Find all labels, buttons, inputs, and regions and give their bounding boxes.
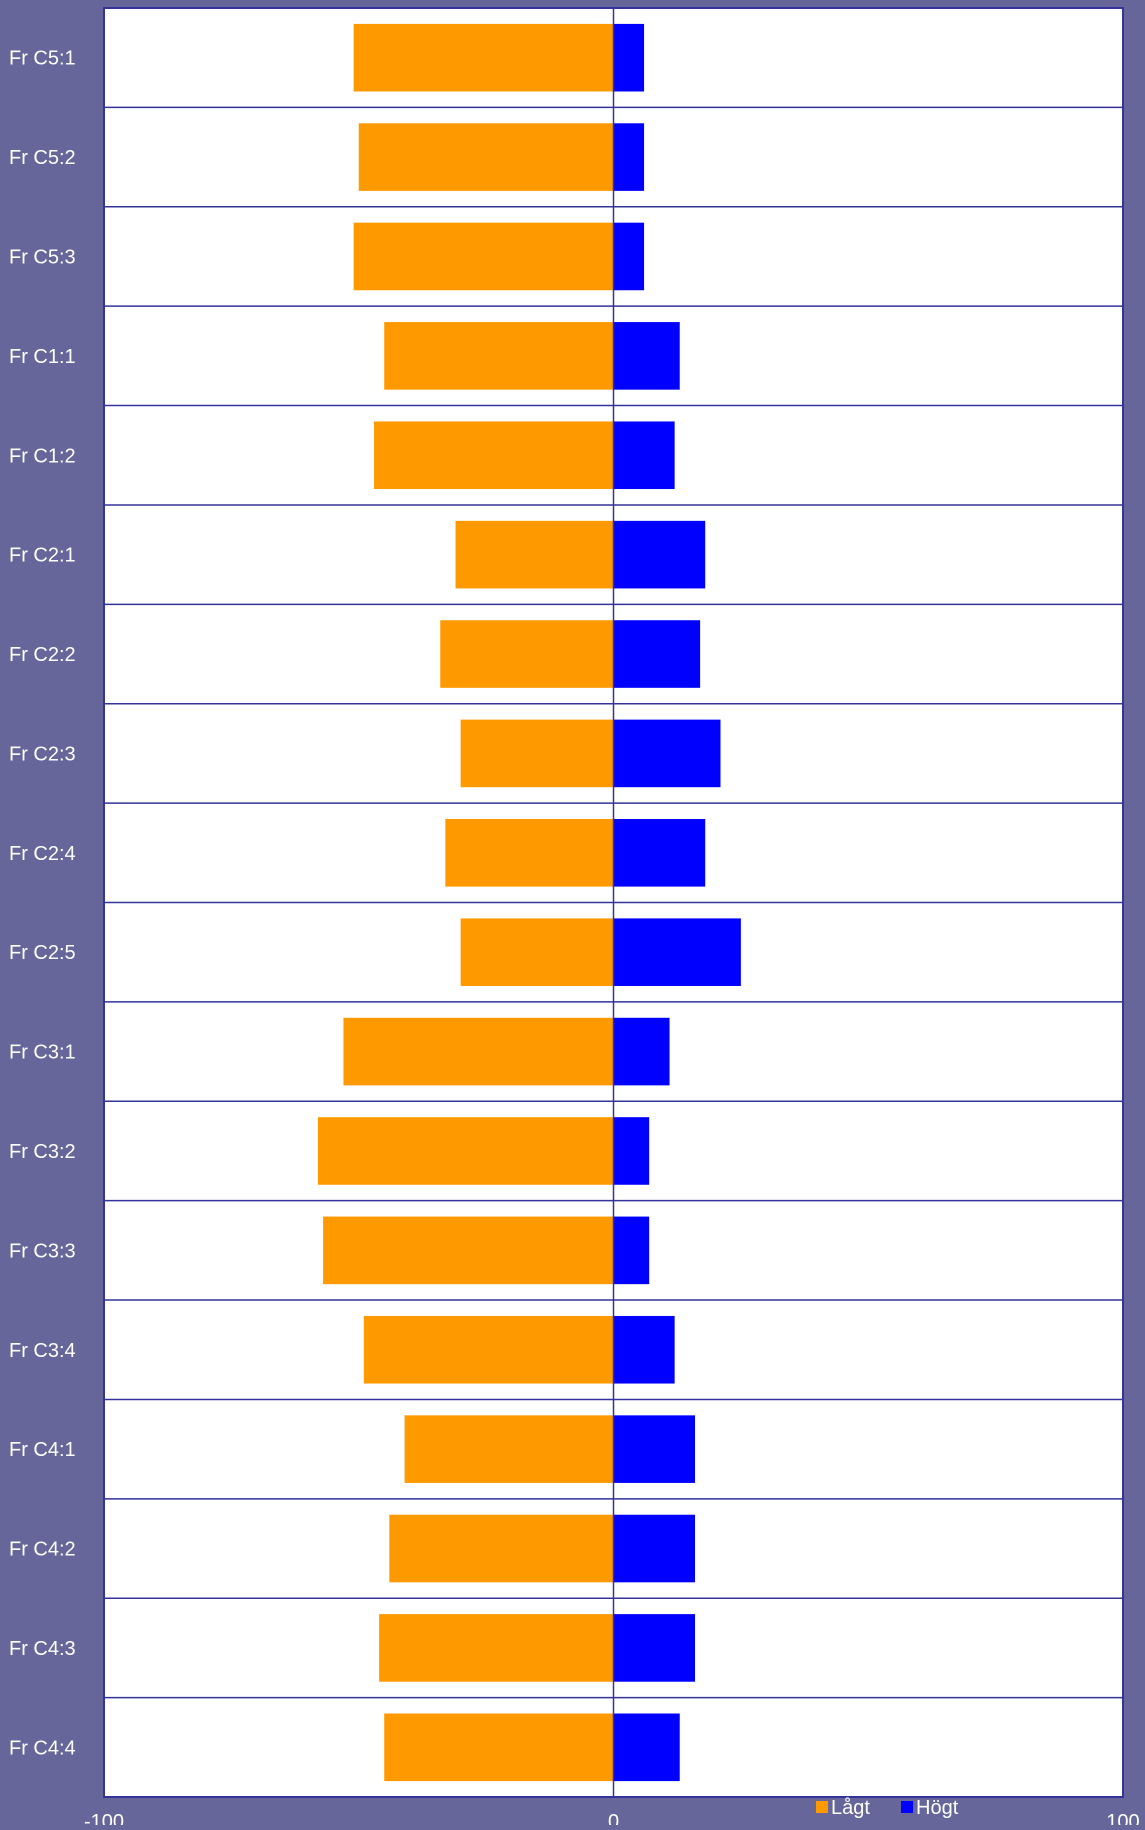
category-label: Fr C5:3 [9,246,76,268]
x-axis-tick-labels: -100 0 100 [84,1811,1140,1830]
bar-lagt [460,918,614,986]
bar-hogt [613,719,721,788]
bar-lagt [384,1713,614,1782]
bar-hogt [613,322,680,390]
bar-hogt [613,1514,696,1583]
legend-label: Högt [916,1797,959,1819]
bar-lagt [460,719,614,788]
bar-lagt [353,23,614,92]
x-tick-label: 0 [608,1811,619,1825]
bar-hogt [613,620,701,688]
bar-lagt [379,1614,614,1682]
category-label: Fr C2:2 [9,644,76,666]
bar-lagt [455,520,614,589]
category-label: Fr C4:1 [9,1439,76,1461]
bar-hogt [613,222,645,291]
bar-hogt [613,1117,650,1185]
bar-lagt [374,421,614,490]
bar-lagt [317,1117,614,1185]
category-label: Fr C4:4 [9,1737,76,1759]
category-label: Fr C2:1 [9,545,76,567]
category-label: Fr C1:1 [9,346,76,368]
bar-hogt [613,123,645,191]
bar-hogt [613,520,706,589]
category-label: Fr C2:5 [9,942,76,964]
bar-lagt [440,620,614,688]
bar-hogt [613,1216,650,1285]
category-labels: Fr C5:1 Fr C5:2 Fr C5:3 Fr C1:1 Fr C1:2 Fr C2… [9,48,76,1760]
bar-hogt [613,819,706,887]
bar-lagt [358,123,614,191]
bar-hogt [613,918,741,986]
bar-hogt [613,1713,680,1782]
category-label: Fr C3:3 [9,1240,76,1262]
category-label: Fr C5:2 [9,147,76,169]
bar-lagt [445,819,614,887]
bars [317,23,741,1782]
bar-lagt [363,1315,614,1384]
bar-hogt [613,1415,696,1483]
bar-lagt [384,322,614,390]
bar-hogt [613,23,645,92]
category-label: Fr C3:2 [9,1141,76,1163]
bar-lagt [343,1017,614,1086]
bar-hogt [613,421,675,490]
bar-hogt [613,1315,675,1384]
legend: Lågt Högt [816,1797,959,1819]
category-label: Fr C2:4 [9,843,76,865]
bar-lagt [353,222,614,291]
x-tick-label: 100 [1106,1811,1139,1825]
category-label: Fr C4:3 [9,1638,76,1660]
category-label: Fr C4:2 [9,1539,76,1561]
x-tick-label: -100 [84,1811,124,1825]
legend-label: Lågt [831,1797,870,1819]
bar-lagt [389,1514,614,1583]
legend-swatch [816,1801,828,1813]
bar-hogt [613,1614,696,1682]
category-label: Fr C1:2 [9,445,76,467]
category-label: Fr C5:1 [9,48,76,70]
category-label: Fr C3:4 [9,1340,76,1362]
bar-lagt [404,1415,614,1483]
legend-swatch [901,1801,913,1813]
bar-hogt [613,1017,670,1086]
bar-lagt [323,1216,614,1285]
category-label: Fr C3:1 [9,1042,76,1064]
category-label: Fr C2:3 [9,743,76,765]
